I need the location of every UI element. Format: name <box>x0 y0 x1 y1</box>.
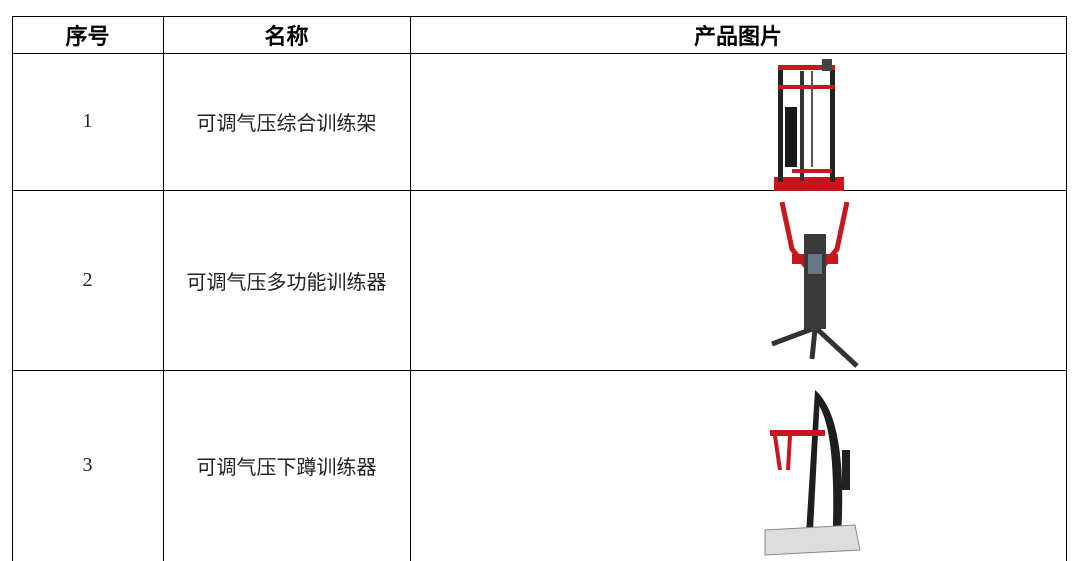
border <box>12 53 1066 54</box>
border <box>12 16 13 561</box>
row-number: 3 <box>82 454 93 476</box>
product-image <box>774 59 844 191</box>
border <box>163 16 164 561</box>
product-name: 可调气压下蹲训练器 <box>196 455 377 479</box>
header-cell: 序号 <box>65 24 110 50</box>
row-number: 2 <box>82 268 93 291</box>
header-cell: 产品图片 <box>693 24 782 50</box>
border <box>1066 16 1067 561</box>
border <box>12 16 1066 17</box>
product-image <box>771 201 859 368</box>
row-number: 1 <box>82 110 93 132</box>
product-image <box>764 390 861 556</box>
border <box>12 370 1066 371</box>
header-cell: 名称 <box>264 24 309 50</box>
border <box>12 190 1066 191</box>
product-name: 可调气压多功能训练器 <box>186 269 387 294</box>
product-name: 可调气压综合训练架 <box>196 111 377 135</box>
border <box>410 16 411 561</box>
